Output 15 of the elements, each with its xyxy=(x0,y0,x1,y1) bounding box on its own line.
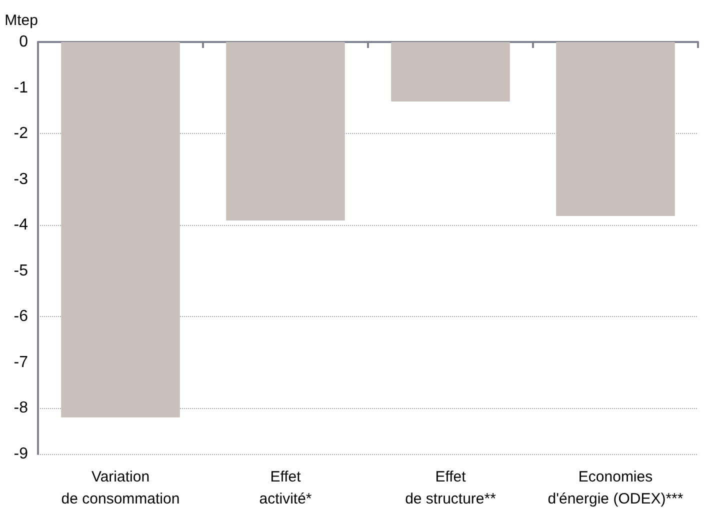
y-tick-label: -9 xyxy=(14,446,28,462)
y-tick-label: -4 xyxy=(14,216,28,234)
x-tick-label: Variation de consommation xyxy=(61,468,180,508)
x-tick-label: Effet activité* xyxy=(259,468,312,508)
y-tick-label: -6 xyxy=(14,308,28,326)
x-tick-label: Economies d'énergie (ODEX)*** xyxy=(548,468,684,508)
y-tick-label: -1 xyxy=(14,79,28,96)
y-tick-label: -2 xyxy=(14,125,28,142)
y-tick-label: -5 xyxy=(14,262,28,280)
y-tick-label: 0 xyxy=(19,34,28,50)
y-tick-label: -8 xyxy=(14,400,28,417)
y-tick-label: -7 xyxy=(14,354,28,371)
y-tick-label: -3 xyxy=(14,170,28,188)
x-tick-label: Effet de structure** xyxy=(405,468,496,508)
y-axis-title: Mtep xyxy=(4,12,38,29)
